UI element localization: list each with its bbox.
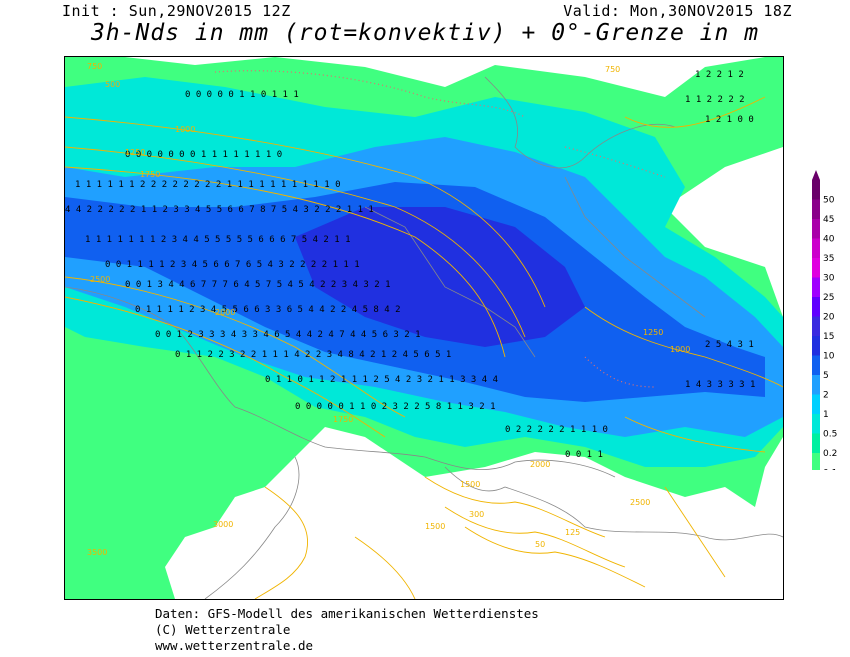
svg-text:1 1 1 1 1 1 2 2 2 2 2 2 2 2 1: 1 1 1 1 1 1 2 2 2 2 2 2 2 2 1 1 1 1 1 1 …: [75, 180, 341, 190]
legend-label: 5: [823, 371, 829, 381]
legend-arrow: [812, 170, 820, 180]
svg-text:1500: 1500: [425, 522, 445, 531]
legend-color-box: [812, 336, 820, 356]
legend-color-box: [812, 297, 820, 317]
svg-text:0 0 0 0 0 0 0 1 1 1 1 1 1 1 0: 0 0 0 0 0 0 0 1 1 1 1 1 1 1 0: [125, 150, 282, 160]
svg-text:3000: 3000: [213, 520, 233, 529]
svg-text:4 4 2 2 2 2 2 1 1 2 3 3 4 5 5: 4 4 2 2 2 2 2 1 1 2 3 3 4 5 5 6 6 7 8 7 …: [65, 205, 374, 215]
svg-text:0 0 0 0 0 1 1 0 1 1 1: 0 0 0 0 0 1 1 0 1 1 1: [185, 90, 299, 100]
svg-text:125: 125: [565, 528, 580, 537]
legend-color-box: [812, 238, 820, 258]
svg-text:0 1 1 2 2 3 2 2 1 1 1 4 2 2 3: 0 1 1 2 2 3 2 2 1 1 1 4 2 2 3 4 8 4 2 1 …: [175, 350, 451, 360]
legend-label: 40: [823, 235, 835, 245]
svg-text:2500: 2500: [90, 275, 110, 284]
svg-text:2000: 2000: [530, 460, 550, 469]
legend-color-box: [812, 355, 820, 375]
svg-text:300: 300: [469, 510, 484, 519]
legend-color-box: [812, 414, 820, 434]
legend-color-box: [812, 375, 820, 395]
svg-text:1 2 2 1 2: 1 2 2 1 2: [695, 70, 744, 80]
svg-text:1 4 3 3 3 3 1: 1 4 3 3 3 3 1: [685, 380, 755, 390]
legend-color-box: [812, 199, 820, 219]
convective-dots: [214, 70, 666, 388]
weather-map: 0 0 0 0 0 1 1 0 1 1 1 0 0 0 0 0 0 0 1 1 …: [64, 56, 784, 600]
svg-text:1500: 1500: [460, 480, 480, 489]
valid-time: Valid: Mon,30NOV2015 18Z: [563, 2, 792, 20]
map-canvas: 0 0 0 0 0 1 1 0 1 1 1 0 0 0 0 0 0 0 1 1 …: [65, 57, 783, 599]
legend-label: 25: [823, 293, 834, 303]
svg-text:1000: 1000: [670, 345, 690, 354]
legend-scale: 50 45 40 35 30 25 20 15 10 5 2 1 0.5 0.2 0.1: [812, 170, 837, 479]
legend-label: 50: [823, 196, 835, 206]
svg-text:2500: 2500: [630, 498, 650, 507]
legend-color-box: [812, 219, 820, 239]
svg-text:2000: 2000: [215, 308, 235, 317]
legend-color-box: [812, 316, 820, 336]
svg-text:1250: 1250: [125, 148, 145, 157]
svg-text:1000: 1000: [175, 125, 195, 134]
legend-label: 15: [823, 332, 834, 342]
legend-color-box: [812, 394, 820, 414]
map-title: 3h-Nds in mm (rot=konvektiv) + 0°-Grenze…: [90, 20, 760, 46]
svg-text:3500: 3500: [87, 548, 107, 557]
svg-text:0 0 0 0 0 1 1 0 2 3 2 2 5 8 1: 0 0 0 0 0 1 1 0 2 3 2 2 5 8 1 1 3 2 1: [295, 402, 495, 412]
svg-text:1 1 1 1 1 1 1 2 3 4 4 5 5 5 5: 1 1 1 1 1 1 1 2 3 4 4 5 5 5 5 5 6 6 6 7 …: [85, 235, 351, 245]
legend-label: 20: [823, 313, 835, 323]
svg-text:0 0 1 3 4 4 6 7 7 7 6 4 5 7 5: 0 0 1 3 4 4 6 7 7 7 6 4 5 7 5 4 5 4 2 2 …: [125, 280, 391, 290]
coastlines: [65, 76, 783, 599]
svg-text:0 1 1 1 1 2 3 4 5 5 6 6 3 3 6: 0 1 1 1 1 2 3 4 5 5 6 6 3 3 6 5 4 4 2 2 …: [135, 305, 401, 315]
svg-text:1250: 1250: [643, 328, 663, 337]
legend-color-box: [812, 180, 820, 200]
legend-label: 2: [823, 391, 829, 401]
freezing-level-isolines: [65, 96, 783, 599]
legend-label: 0.2: [823, 449, 837, 459]
svg-text:50: 50: [535, 540, 545, 549]
legend-label: 10: [823, 352, 835, 362]
svg-text:0 0 1 1: 0 0 1 1: [565, 450, 603, 460]
footer-credits: Daten: GFS-Modell des amerikanischen Wet…: [155, 606, 539, 654]
website-link[interactable]: www.wetterzentrale.de: [155, 638, 314, 653]
precip-legend: 50 45 40 35 30 25 20 15 10 5 2 1 0.5 0.2 0.1: [808, 168, 850, 479]
svg-text:2 5 4 3 1: 2 5 4 3 1: [705, 340, 754, 350]
precip-values: 0 0 0 0 0 1 1 0 1 1 1 0 0 0 0 0 0 0 1 1 …: [65, 70, 755, 460]
init-time: Init : Sun,29NOV2015 12Z: [62, 2, 291, 20]
legend-color-box: [812, 433, 820, 453]
legend-label: 1: [823, 410, 829, 420]
legend-label: 30: [823, 274, 835, 284]
svg-text:1 2 1 0 0: 1 2 1 0 0: [705, 115, 754, 125]
legend-label: 0.5: [823, 430, 837, 440]
isoline-labels: 750 500 1000 1250 1750 2500 2000 3500 30…: [87, 62, 690, 557]
legend-color-box: [812, 453, 820, 473]
svg-text:0 0 1 1 1 1 2 3 4 5 6 6 7 6 5: 0 0 1 1 1 1 2 3 4 5 6 6 7 6 5 4 3 2 2 2 …: [105, 260, 360, 270]
svg-text:0 2 2 2 2 2 1 1 1 0: 0 2 2 2 2 2 1 1 1 0: [505, 425, 608, 435]
svg-text:0 0 1 2 3 3 3 4 3 3 4 6 5 4 4: 0 0 1 2 3 3 3 4 3 3 4 6 5 4 4 2 4 7 4 4 …: [155, 330, 421, 340]
data-source: Daten: GFS-Modell des amerikanischen Wet…: [155, 606, 539, 621]
svg-text:750: 750: [87, 62, 102, 71]
legend-label: 35: [823, 254, 834, 264]
precip-area-core: [295, 207, 585, 347]
svg-text:500: 500: [105, 80, 120, 89]
legend-color-box: [812, 277, 820, 297]
svg-text:1750: 1750: [333, 415, 353, 424]
svg-text:1 1 2 2 2 2: 1 1 2 2 2 2: [685, 95, 745, 105]
legend-color-box: [812, 258, 820, 278]
legend-label: 45: [823, 215, 834, 225]
legend-label: 0.1: [823, 469, 837, 471]
svg-text:1750: 1750: [140, 170, 160, 179]
svg-text:0 1 1 0 1 1 2 1 1 1 2 5 4 2 3: 0 1 1 0 1 1 2 1 1 1 2 5 4 2 3 2 1 1 3 3 …: [265, 375, 498, 385]
svg-text:750: 750: [605, 65, 620, 74]
copyright: (C) Wetterzentrale: [155, 622, 291, 637]
